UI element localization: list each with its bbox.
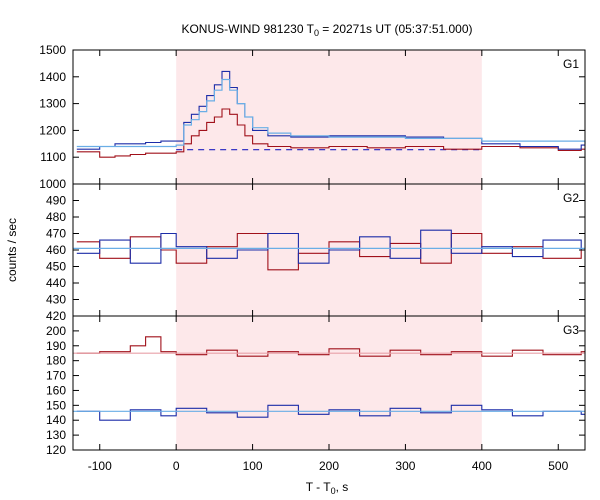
series-red-line bbox=[76, 108, 585, 158]
x-tick-label: 300 bbox=[395, 459, 415, 473]
x-tick-label: 200 bbox=[319, 459, 339, 473]
y-tick-label: 140 bbox=[46, 413, 66, 427]
y-tick-label: 160 bbox=[46, 383, 66, 397]
y-axis-label: counts / sec bbox=[5, 218, 19, 282]
y-tick-label: 450 bbox=[46, 260, 66, 274]
y-tick-label: 480 bbox=[46, 210, 66, 224]
series-fit-line bbox=[76, 78, 586, 148]
series-red-line bbox=[76, 336, 585, 357]
x-tick-label: 400 bbox=[472, 459, 492, 473]
y-tick-label: 150 bbox=[46, 398, 66, 412]
y-tick-label: 200 bbox=[46, 324, 66, 338]
x-axis-label: T - T0, s bbox=[306, 480, 349, 496]
y-tick-label: 1400 bbox=[39, 70, 66, 84]
y-tick-label: 470 bbox=[46, 227, 66, 241]
panel-g2: 420 430 440 450 460 470 480 490 G2 bbox=[46, 183, 586, 323]
y-tick-label: 1500 bbox=[39, 43, 66, 57]
y-tick-label: 170 bbox=[46, 369, 66, 383]
x-tick-label: 500 bbox=[548, 459, 568, 473]
panel-label: G3 bbox=[563, 323, 579, 337]
y-tick-label: 490 bbox=[46, 194, 66, 208]
x-tick-label: 0 bbox=[173, 459, 180, 473]
y-tick-label: 120 bbox=[46, 443, 66, 457]
highlight-interval bbox=[176, 316, 482, 450]
y-tick-label: 420 bbox=[46, 309, 66, 323]
y-tick-label: 1000 bbox=[39, 177, 66, 191]
panel-g1: 1000 1100 1200 1300 1400 1500 G1 bbox=[39, 43, 586, 191]
y-tick-label: 440 bbox=[46, 276, 66, 290]
chart-title: KONUS-WIND 981230 T0 = 20271s UT (05:37:… bbox=[181, 22, 472, 38]
panel-label: G1 bbox=[563, 57, 579, 71]
panel-label: G2 bbox=[563, 191, 579, 205]
y-tick-label: 180 bbox=[46, 354, 66, 368]
y-tick-label: 430 bbox=[46, 293, 66, 307]
y-tick-label: 1300 bbox=[39, 97, 66, 111]
x-tick-label: -100 bbox=[88, 459, 112, 473]
y-tick-label: 1200 bbox=[39, 123, 66, 137]
y-tick-label: 1100 bbox=[40, 150, 66, 164]
y-tick-label: 130 bbox=[46, 428, 66, 442]
y-tick-label: 460 bbox=[46, 243, 66, 257]
highlight-interval bbox=[176, 50, 482, 184]
x-tick-label: 100 bbox=[243, 459, 263, 473]
y-tick-label: 190 bbox=[46, 339, 66, 353]
